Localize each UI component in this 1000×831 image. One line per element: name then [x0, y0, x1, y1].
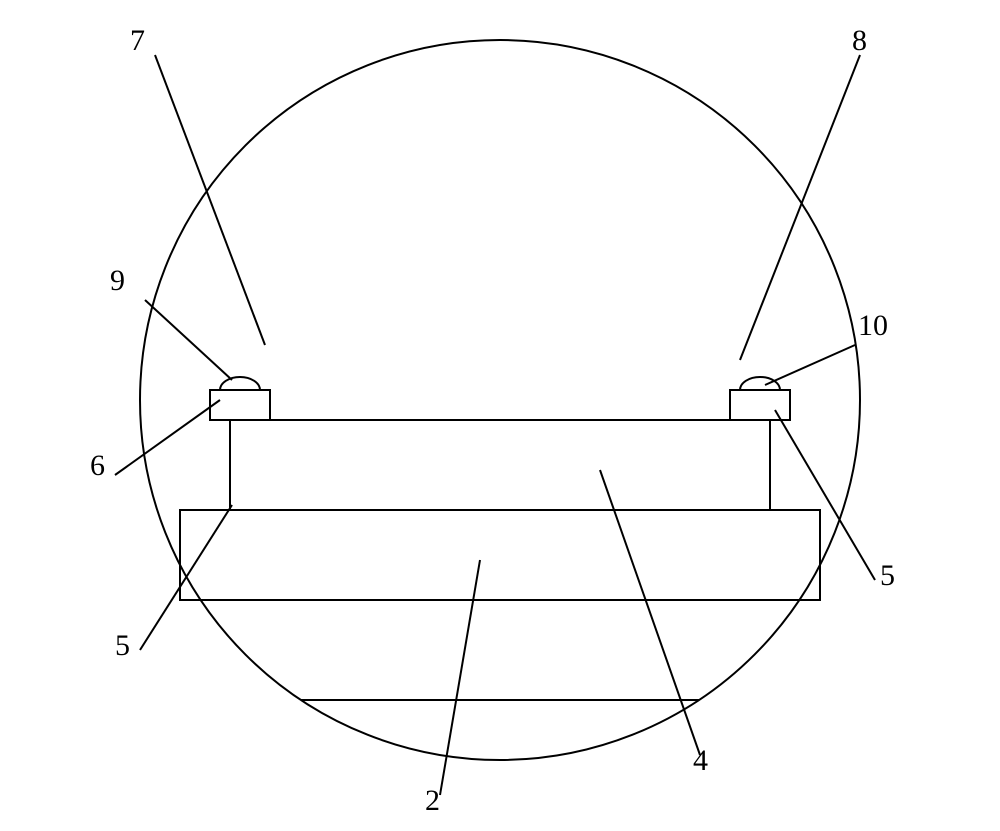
label-9: 9 [110, 264, 125, 297]
leader-6 [115, 400, 220, 475]
label-2: 2 [425, 784, 440, 817]
right-block [730, 390, 790, 420]
leader-9 [145, 300, 232, 380]
label-8: 8 [852, 24, 867, 57]
label-7: 7 [130, 24, 145, 57]
label-10: 10 [858, 309, 888, 342]
label-4: 4 [693, 744, 708, 777]
leader-7 [155, 55, 265, 345]
left-dome [220, 377, 260, 390]
label-6: 6 [90, 449, 105, 482]
leader-8 [740, 55, 860, 360]
leader-10 [765, 345, 855, 385]
right-dome [740, 377, 780, 390]
left-block [210, 390, 270, 420]
label-5L: 5 [115, 629, 130, 662]
base-rect [180, 510, 820, 600]
label-5R: 5 [880, 559, 895, 592]
